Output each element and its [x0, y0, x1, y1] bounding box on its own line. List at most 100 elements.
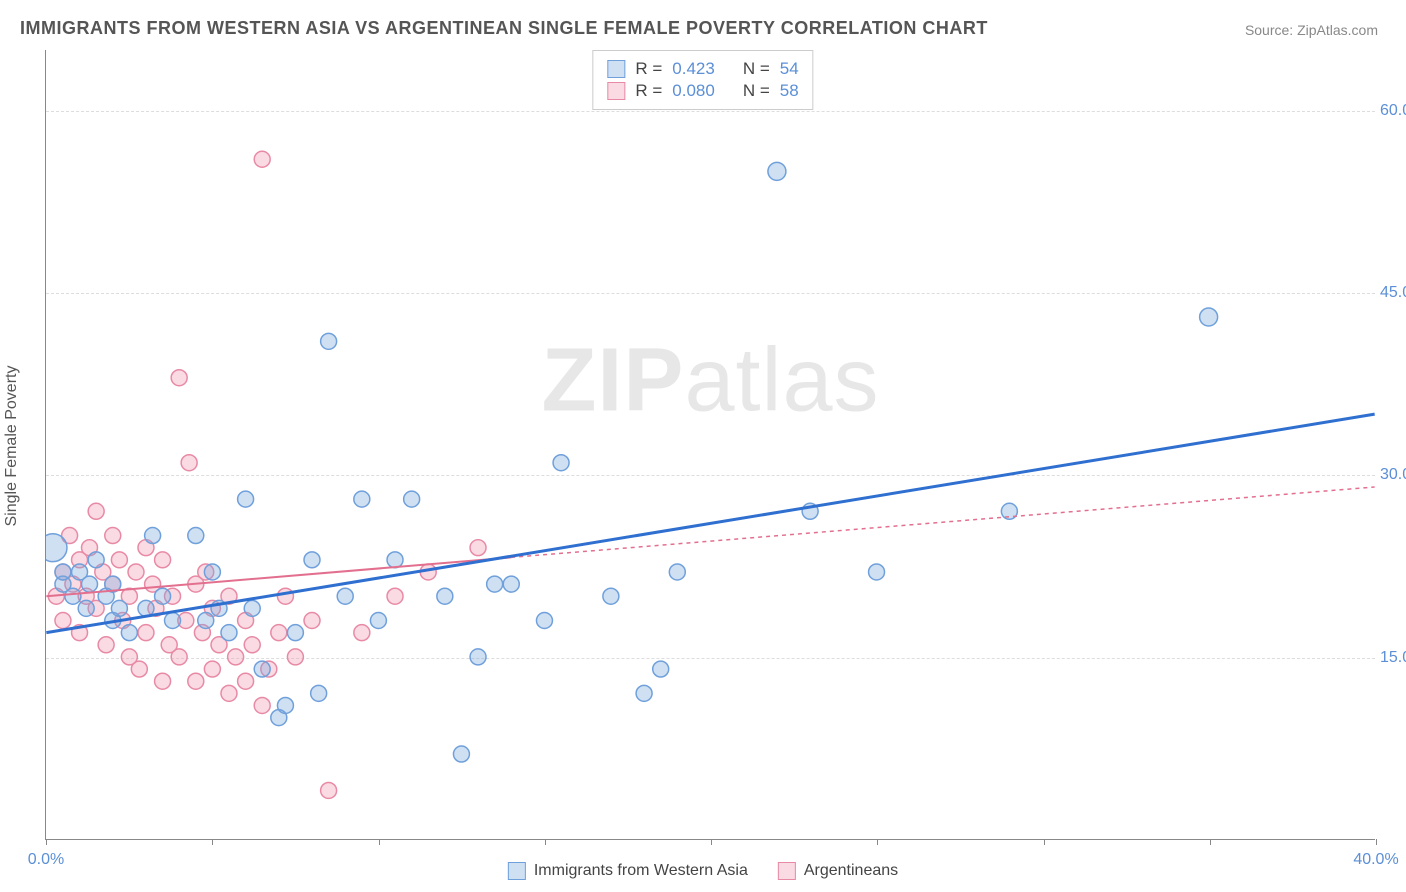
- legend-item-blue: Immigrants from Western Asia: [508, 862, 748, 880]
- data-point: [277, 697, 293, 713]
- data-point: [321, 782, 337, 798]
- data-point: [111, 600, 127, 616]
- x-tick-mark: [1044, 839, 1045, 845]
- data-point: [354, 625, 370, 641]
- data-point: [1200, 308, 1218, 326]
- x-tick-label: 0.0%: [28, 851, 64, 869]
- data-point: [653, 661, 669, 677]
- data-point: [254, 661, 270, 677]
- data-point: [221, 685, 237, 701]
- data-point: [487, 576, 503, 592]
- series-legend: Immigrants from Western Asia Argentinean…: [508, 862, 898, 880]
- data-point: [88, 503, 104, 519]
- data-point: [138, 625, 154, 641]
- data-point: [470, 649, 486, 665]
- legend-r-value-blue: 0.423: [672, 59, 715, 79]
- data-point: [321, 333, 337, 349]
- data-point: [128, 564, 144, 580]
- data-point: [188, 673, 204, 689]
- source-attribution: Source: ZipAtlas.com: [1245, 22, 1378, 38]
- data-point: [503, 576, 519, 592]
- data-point: [271, 625, 287, 641]
- data-point: [453, 746, 469, 762]
- data-point: [171, 649, 187, 665]
- chart-title: IMMIGRANTS FROM WESTERN ASIA VS ARGENTIN…: [20, 18, 988, 39]
- data-point: [78, 600, 94, 616]
- data-point: [287, 625, 303, 641]
- data-point: [869, 564, 885, 580]
- x-tick-mark: [545, 839, 546, 845]
- data-point: [55, 564, 71, 580]
- plot-area: ZIPatlas 15.0%30.0%45.0%60.0%0.0%40.0%: [45, 50, 1375, 840]
- x-tick-label: 40.0%: [1353, 851, 1398, 869]
- legend-row-pink: R = 0.080 N = 58: [607, 81, 798, 101]
- x-tick-mark: [1210, 839, 1211, 845]
- data-point: [404, 491, 420, 507]
- data-point: [221, 625, 237, 641]
- data-point: [55, 613, 71, 629]
- data-point: [188, 528, 204, 544]
- data-point: [82, 576, 98, 592]
- data-point: [337, 588, 353, 604]
- data-point: [277, 588, 293, 604]
- x-tick-mark: [379, 839, 380, 845]
- data-point: [204, 564, 220, 580]
- x-tick-mark: [1376, 839, 1377, 845]
- data-point: [536, 613, 552, 629]
- data-point: [254, 697, 270, 713]
- legend-swatch-blue: [607, 60, 625, 78]
- legend-swatch-blue: [508, 862, 526, 880]
- data-point: [155, 552, 171, 568]
- data-point: [244, 637, 260, 653]
- data-point: [553, 455, 569, 471]
- data-point: [131, 661, 147, 677]
- legend-r-label: R =: [635, 81, 662, 101]
- data-point: [198, 613, 214, 629]
- legend-r-label: R =: [635, 59, 662, 79]
- data-point: [65, 588, 81, 604]
- legend-n-label: N =: [743, 81, 770, 101]
- data-point: [768, 162, 786, 180]
- data-point: [437, 588, 453, 604]
- trend-line: [46, 414, 1374, 632]
- trend-line-dashed: [511, 487, 1374, 557]
- y-axis-label: Single Female Poverty: [3, 366, 21, 527]
- data-point: [287, 649, 303, 665]
- data-point: [165, 613, 181, 629]
- source-link[interactable]: ZipAtlas.com: [1297, 22, 1378, 38]
- data-point: [387, 588, 403, 604]
- legend-swatch-pink: [607, 82, 625, 100]
- data-point: [111, 552, 127, 568]
- y-tick-label: 45.0%: [1380, 284, 1406, 302]
- legend-n-value-blue: 54: [780, 59, 799, 79]
- data-point: [636, 685, 652, 701]
- legend-label-pink: Argentineans: [804, 862, 898, 880]
- data-point: [304, 552, 320, 568]
- data-point: [254, 151, 270, 167]
- data-point: [244, 600, 260, 616]
- data-point: [470, 540, 486, 556]
- data-point: [304, 613, 320, 629]
- legend-n-value-pink: 58: [780, 81, 799, 101]
- y-tick-label: 15.0%: [1380, 649, 1406, 667]
- x-tick-mark: [711, 839, 712, 845]
- data-point: [155, 673, 171, 689]
- data-point: [121, 625, 137, 641]
- data-point: [145, 528, 161, 544]
- legend-n-label: N =: [743, 59, 770, 79]
- data-point: [311, 685, 327, 701]
- x-tick-mark: [46, 839, 47, 845]
- data-point: [204, 661, 220, 677]
- data-point: [238, 673, 254, 689]
- y-tick-label: 60.0%: [1380, 102, 1406, 120]
- data-point: [46, 534, 67, 562]
- data-point: [387, 552, 403, 568]
- data-point: [370, 613, 386, 629]
- legend-swatch-pink: [778, 862, 796, 880]
- legend-r-value-pink: 0.080: [672, 81, 715, 101]
- source-label: Source:: [1245, 22, 1293, 38]
- data-point: [669, 564, 685, 580]
- data-point: [105, 528, 121, 544]
- data-point: [603, 588, 619, 604]
- data-point: [354, 491, 370, 507]
